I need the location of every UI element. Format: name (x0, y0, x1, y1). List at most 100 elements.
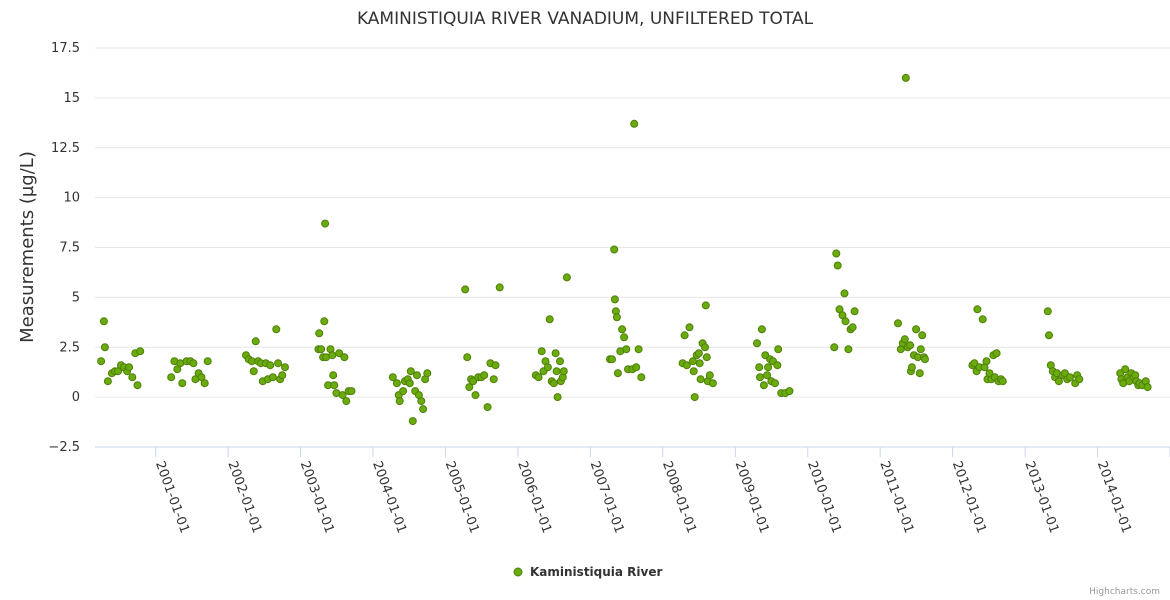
data-point[interactable] (756, 373, 764, 382)
data-point[interactable] (844, 345, 853, 354)
data-point[interactable] (338, 391, 347, 400)
data-point[interactable] (408, 417, 417, 426)
data-point[interactable] (708, 379, 717, 388)
legend-item-kaministiquia-river[interactable]: Kaministiquia River (530, 565, 662, 579)
data-point[interactable] (97, 357, 106, 366)
data-point[interactable] (830, 343, 839, 352)
data-point[interactable] (249, 367, 258, 376)
data-point[interactable] (622, 345, 631, 354)
data-point[interactable] (125, 363, 134, 372)
data-point[interactable] (272, 325, 281, 334)
data-point[interactable] (608, 355, 616, 364)
data-point[interactable] (757, 325, 766, 334)
data-point[interactable] (695, 359, 704, 368)
data-point[interactable] (618, 325, 627, 334)
data-point[interactable] (637, 373, 646, 382)
data-point[interactable] (551, 349, 560, 358)
data-point[interactable] (685, 323, 694, 332)
data-point[interactable] (133, 381, 142, 390)
legend-marker[interactable] (513, 567, 523, 577)
data-point[interactable] (556, 357, 564, 366)
data-point[interactable] (833, 261, 842, 270)
data-point[interactable] (545, 315, 554, 324)
data-point[interactable] (912, 325, 921, 334)
data-point[interactable] (1075, 375, 1084, 384)
data-point[interactable] (469, 377, 478, 386)
data-point[interactable] (771, 379, 779, 388)
data-point[interactable] (329, 371, 338, 380)
data-point[interactable] (634, 345, 643, 354)
data-point[interactable] (335, 349, 344, 358)
data-point[interactable] (841, 317, 850, 326)
series-kaministiquia-river[interactable] (97, 73, 1152, 426)
data-point[interactable] (491, 361, 500, 370)
data-point[interactable] (901, 73, 910, 82)
data-point[interactable] (489, 375, 498, 384)
data-point[interactable] (620, 333, 629, 342)
data-point[interactable] (495, 283, 504, 292)
data-point[interactable] (701, 301, 710, 310)
data-point[interactable] (694, 349, 703, 358)
data-point[interactable] (696, 375, 705, 384)
data-point[interactable] (916, 345, 925, 354)
data-point[interactable] (534, 373, 543, 382)
data-point[interactable] (907, 363, 916, 372)
data-point[interactable] (702, 353, 711, 362)
data-point[interactable] (764, 363, 773, 372)
data-point[interactable] (680, 331, 689, 340)
data-point[interactable] (689, 367, 698, 376)
data-point[interactable] (832, 249, 841, 258)
data-point[interactable] (1054, 377, 1063, 386)
data-point[interactable] (1066, 373, 1074, 382)
data-point[interactable] (392, 379, 401, 388)
data-point[interactable] (690, 393, 699, 402)
data-point[interactable] (1045, 331, 1053, 340)
data-point[interactable] (413, 371, 421, 380)
data-point[interactable] (388, 373, 397, 382)
data-point[interactable] (463, 353, 472, 362)
data-point[interactable] (978, 315, 987, 324)
data-point[interactable] (483, 403, 492, 412)
data-point[interactable] (559, 367, 568, 376)
data-point[interactable] (342, 397, 351, 406)
data-point[interactable] (915, 369, 924, 378)
data-point[interactable] (200, 379, 209, 388)
data-point[interactable] (465, 383, 474, 392)
data-point[interactable] (417, 397, 426, 406)
data-point[interactable] (1121, 365, 1130, 374)
data-point[interactable] (274, 359, 283, 368)
credits-link[interactable]: Highcharts.com (1089, 587, 1160, 597)
data-point[interactable] (317, 345, 326, 354)
data-point[interactable] (197, 373, 206, 382)
data-point[interactable] (167, 373, 176, 382)
data-point[interactable] (982, 357, 991, 366)
data-point[interactable] (419, 405, 428, 414)
data-point[interactable] (461, 285, 470, 294)
data-point[interactable] (894, 319, 902, 328)
data-point[interactable] (992, 349, 1001, 358)
data-point[interactable] (850, 307, 859, 316)
data-point[interactable] (103, 377, 112, 386)
data-point[interactable] (99, 317, 108, 326)
data-point[interactable] (543, 363, 552, 372)
data-point[interactable] (906, 341, 915, 350)
data-point[interactable] (755, 363, 764, 372)
data-point[interactable] (562, 273, 571, 282)
data-point[interactable] (682, 361, 691, 370)
data-point[interactable] (553, 393, 562, 402)
data-point[interactable] (328, 351, 337, 360)
data-point[interactable] (918, 331, 927, 340)
data-point[interactable] (251, 337, 260, 346)
data-point[interactable] (612, 313, 621, 322)
data-point[interactable] (848, 323, 857, 332)
data-point[interactable] (395, 397, 404, 406)
data-point[interactable] (552, 367, 561, 376)
data-point[interactable] (840, 289, 849, 298)
data-point[interactable] (100, 343, 109, 352)
data-point[interactable] (921, 355, 929, 364)
data-point[interactable] (785, 387, 794, 396)
data-point[interactable] (471, 391, 480, 400)
data-point[interactable] (203, 357, 212, 366)
data-point[interactable] (549, 379, 558, 388)
data-point[interactable] (630, 119, 639, 128)
